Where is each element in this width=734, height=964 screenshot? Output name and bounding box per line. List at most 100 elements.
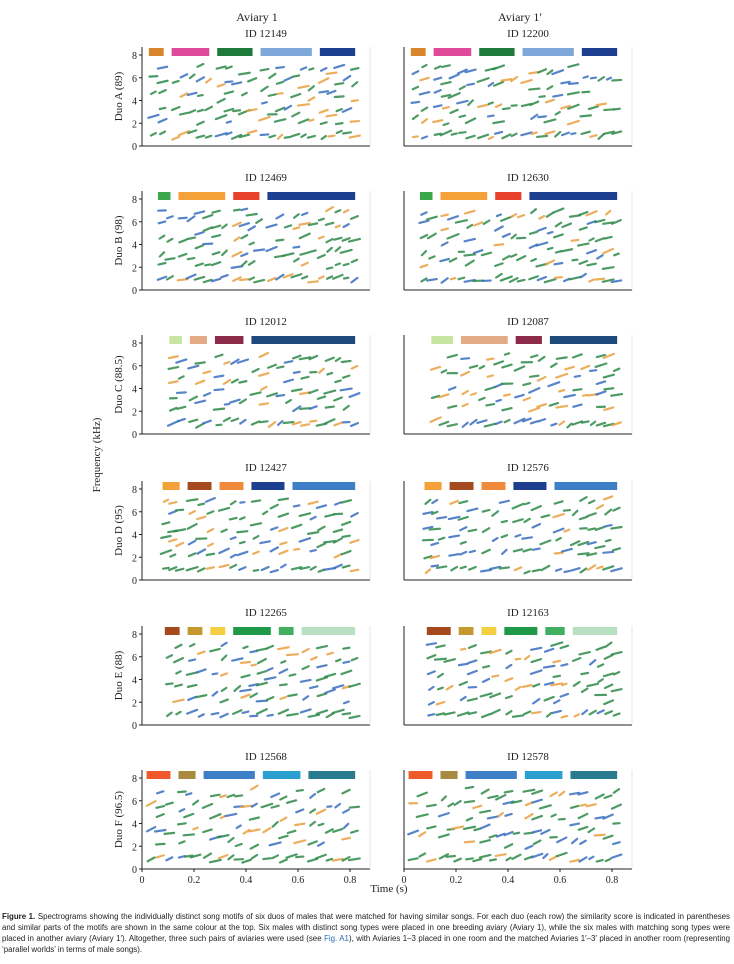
- harmonic-stroke: [482, 219, 491, 226]
- harmonic-stroke: [579, 114, 593, 118]
- harmonic-stroke: [604, 858, 612, 863]
- harmonic-stroke: [299, 423, 311, 427]
- harmonic-stroke: [552, 674, 562, 678]
- harmonic-stroke: [290, 92, 302, 99]
- harmonic-stroke: [262, 826, 272, 834]
- harmonic-stroke: [569, 804, 580, 809]
- caption-figure-link[interactable]: Fig. A1: [324, 934, 349, 943]
- harmonic-stroke: [227, 836, 235, 844]
- harmonic-stroke: [520, 79, 533, 84]
- harmonic-stroke: [349, 119, 361, 123]
- harmonic-stroke: [266, 276, 277, 283]
- harmonic-stroke: [309, 685, 319, 690]
- harmonic-stroke: [430, 394, 441, 400]
- harmonic-stroke: [510, 75, 519, 83]
- harmonic-stroke: [532, 829, 543, 834]
- harmonic-stroke: [563, 393, 576, 399]
- harmonic-stroke: [222, 378, 232, 386]
- harmonic-stroke: [205, 552, 216, 557]
- harmonic-stroke: [209, 813, 222, 820]
- harmonic-stroke: [347, 237, 362, 243]
- harmonic-stroke: [278, 834, 289, 840]
- harmonic-stroke: [158, 130, 167, 136]
- harmonic-stroke: [342, 404, 350, 411]
- harmonic-stroke: [505, 856, 512, 862]
- harmonic-stroke: [188, 643, 196, 648]
- harmonic-stroke: [603, 495, 614, 501]
- harmonic-stroke: [277, 497, 290, 502]
- harmonic-stroke: [487, 81, 495, 88]
- harmonic-stroke: [511, 502, 525, 510]
- x-tick-label: 0.8: [606, 875, 619, 886]
- harmonic-stroke: [250, 420, 261, 426]
- harmonic-stroke: [597, 76, 605, 82]
- harmonic-stroke: [334, 122, 344, 126]
- harmonic-stroke: [501, 133, 512, 140]
- harmonic-stroke: [258, 420, 269, 424]
- harmonic-stroke: [423, 555, 433, 560]
- spectrogram-panel-right: ID 12578 0 0.2 0.4 0.6 0.8: [402, 751, 633, 886]
- harmonic-stroke: [168, 566, 178, 572]
- panel-grid: Duo A (89) ID 12149 0 2 4 6 8 ID 12200 Duo B (98…: [113, 28, 633, 886]
- harmonic-stroke: [516, 278, 526, 283]
- harmonic-stroke: [149, 132, 157, 137]
- harmonic-stroke: [212, 407, 226, 411]
- harmonic-stroke: [160, 534, 172, 539]
- harmonic-stroke: [501, 107, 511, 111]
- harmonic-stroke: [220, 672, 229, 677]
- harmonic-stroke: [572, 657, 582, 662]
- bird-id: ID 12149: [245, 28, 287, 40]
- bird-id: ID 12469: [245, 172, 287, 184]
- harmonic-stroke: [539, 539, 552, 546]
- harmonic-stroke: [218, 563, 230, 569]
- harmonic-stroke: [164, 801, 174, 806]
- harmonic-stroke: [464, 117, 477, 125]
- harmonic-stroke: [211, 672, 219, 676]
- harmonic-stroke: [293, 257, 300, 263]
- harmonic-stroke: [476, 133, 490, 140]
- harmonic-stroke: [348, 714, 361, 720]
- time-axis-label: Time (s): [370, 883, 408, 895]
- motif-colour-bar: [545, 627, 565, 635]
- harmonic-stroke: [239, 660, 252, 664]
- harmonic-stroke: [544, 130, 556, 135]
- harmonic-stroke: [478, 365, 486, 370]
- harmonic-stroke: [421, 63, 428, 69]
- harmonic-stroke: [528, 87, 541, 91]
- harmonic-stroke: [318, 367, 325, 374]
- harmonic-stroke: [154, 842, 166, 846]
- harmonic-stroke: [558, 420, 566, 426]
- y-tick-label: 6: [132, 508, 137, 519]
- harmonic-stroke: [511, 714, 525, 718]
- motif-colour-bar: [169, 336, 182, 344]
- harmonic-stroke: [158, 88, 167, 95]
- harmonic-stroke: [301, 665, 310, 671]
- x-tick-label: 0.4: [240, 875, 253, 886]
- harmonic-stroke: [276, 92, 284, 96]
- harmonic-stroke: [422, 510, 434, 515]
- harmonic-stroke: [505, 649, 513, 655]
- harmonic-stroke: [168, 538, 178, 543]
- bird-id: ID 12427: [245, 462, 287, 474]
- y-tick-label: 4: [132, 676, 137, 687]
- harmonic-stroke: [283, 378, 295, 384]
- y-tick-label: 4: [132, 820, 137, 831]
- harmonic-stroke: [554, 110, 561, 116]
- harmonic-stroke: [308, 354, 319, 361]
- harmonic-stroke: [550, 641, 564, 647]
- harmonic-stroke: [245, 212, 258, 217]
- motif-colour-bar: [549, 336, 618, 344]
- harmonic-stroke: [597, 678, 604, 683]
- harmonic-stroke: [486, 114, 495, 118]
- harmonic-stroke: [611, 218, 622, 225]
- harmonic-stroke: [426, 654, 437, 660]
- harmonic-stroke: [503, 352, 511, 356]
- harmonic-stroke: [342, 74, 352, 82]
- harmonic-stroke: [434, 65, 442, 70]
- harmonic-stroke: [457, 515, 469, 521]
- harmonic-stroke: [457, 662, 469, 667]
- harmonic-stroke: [578, 210, 589, 217]
- harmonic-stroke: [280, 660, 287, 664]
- motif-colour-bar: [189, 336, 207, 344]
